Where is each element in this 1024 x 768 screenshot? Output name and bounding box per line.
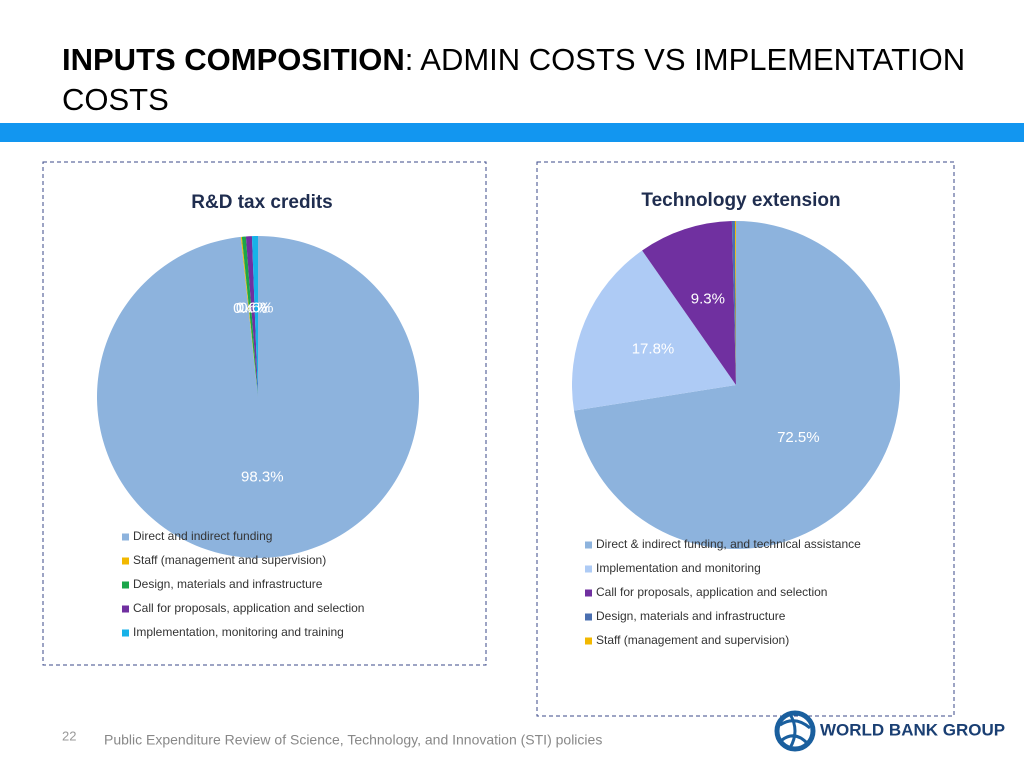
- data-label: 17.8%: [632, 341, 675, 358]
- pie-slice: [574, 221, 901, 549]
- legend-swatch: [585, 589, 592, 597]
- data-label: 0.6%: [239, 299, 273, 316]
- data-label: 98.3%: [241, 468, 284, 485]
- data-label: 0.4%: [233, 300, 267, 317]
- pie-slice: [572, 250, 736, 411]
- pie-slice: [241, 236, 258, 397]
- legend-label: Direct & indirect funding, and technical…: [596, 537, 861, 551]
- slide-title: INPUTS COMPOSITION: ADMIN COSTS VS IMPLE…: [62, 40, 992, 120]
- data-label: 0.6%: [236, 300, 270, 317]
- legend-swatch: [122, 605, 129, 613]
- legend-label: Call for proposals, application and sele…: [133, 601, 364, 615]
- legend-label: Call for proposals, application and sele…: [596, 585, 827, 599]
- legend-label: Staff (management and supervision): [596, 633, 789, 647]
- legend-swatch: [122, 629, 129, 637]
- chart-title: R&D tax credits: [191, 192, 333, 213]
- title-bold: INPUTS COMPOSITION: [62, 42, 405, 77]
- legend-swatch: [585, 541, 592, 549]
- chart-frame: [536, 161, 955, 717]
- legend-label: Staff (management and supervision): [133, 553, 326, 567]
- legend-label: Implementation and monitoring: [596, 561, 761, 575]
- page-number: 22: [62, 728, 76, 743]
- legend-label: Design, materials and infrastructure: [133, 577, 323, 591]
- data-label: 9.3%: [691, 290, 725, 307]
- chart-frame: [42, 161, 487, 666]
- header-band: [0, 123, 1024, 142]
- legend-swatch: [122, 557, 129, 565]
- pie-slice: [731, 221, 736, 385]
- pie-slice: [642, 221, 736, 385]
- pie-slice: [734, 221, 736, 385]
- legend-swatch: [122, 581, 129, 589]
- legend-label: Implementation, monitoring and training: [133, 625, 344, 639]
- pie-slice: [96, 236, 419, 558]
- legend-swatch: [585, 565, 592, 573]
- logo-text: WORLD BANK GROUP: [820, 720, 1005, 739]
- legend-swatch: [122, 533, 129, 541]
- pie-slice: [251, 236, 258, 397]
- legend-swatch: [585, 613, 592, 621]
- pie-slice: [245, 236, 258, 397]
- pie-slice: [240, 236, 258, 397]
- data-label: 72.5%: [777, 429, 820, 446]
- footer: Public Expenditure Review of Science, Te…: [104, 732, 602, 748]
- legend-label: Direct and indirect funding: [133, 529, 272, 543]
- legend-label: Design, materials and infrastructure: [596, 609, 786, 623]
- legend-swatch: [585, 637, 592, 645]
- chart-title: Technology extension: [641, 190, 840, 211]
- logo: WORLD BANK GROUP: [774, 710, 1005, 752]
- title-rest: : ADMIN COSTS VS IMPLEMENTATION COSTS: [62, 42, 966, 117]
